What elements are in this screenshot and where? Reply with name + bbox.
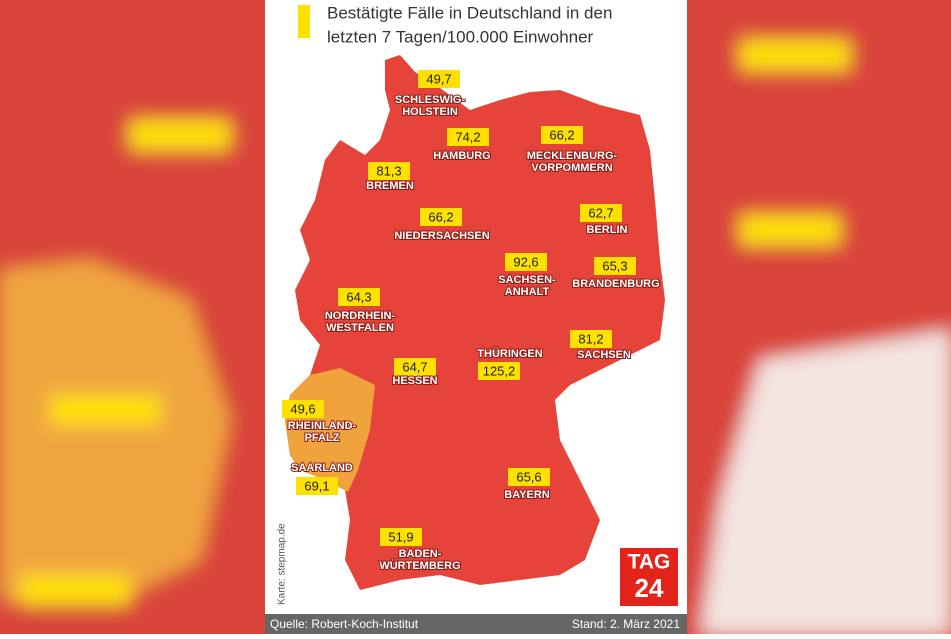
state-labels: 49,7 SCHLESWIG-HOLSTEIN 74,2 HAMBURG 66,2 MEC… — [282, 70, 661, 573]
state-name: HOLSTEIN — [402, 106, 458, 118]
title-line: Bestätigte Fälle in Deutschland in den — [327, 3, 612, 22]
state-value: 65,3 — [602, 258, 627, 273]
footer-date: Stand: 2. März 2021 — [572, 617, 680, 631]
value-box — [505, 253, 547, 271]
state-value: 66,2 — [428, 209, 453, 224]
state-value: 125,2 — [483, 363, 516, 378]
value-box — [418, 70, 460, 88]
state-value: 64,7 — [402, 359, 427, 374]
value-box — [420, 208, 462, 226]
state-name: SCHLESWIG- — [395, 94, 466, 106]
state-name: PFALZ — [305, 432, 340, 444]
state-value: 74,2 — [455, 129, 480, 144]
state-value: 51,9 — [388, 529, 413, 544]
title-marker — [298, 5, 310, 38]
state-name: HESSEN — [392, 375, 437, 387]
title-line: letzten 7 Tagen/100.000 Einwohner — [327, 27, 594, 46]
value-box — [380, 528, 422, 546]
footer-source: Quelle: Robert-Koch-Institut — [270, 617, 419, 631]
state-name: MECKLENBURG- — [527, 150, 618, 162]
state-name: SAARLAND — [291, 462, 353, 474]
value-box — [296, 477, 338, 495]
state-name: RHEINLAND- — [288, 420, 357, 432]
value-box — [368, 162, 410, 180]
state-name: VORPOMMERN — [531, 162, 612, 174]
value-box — [338, 288, 380, 306]
value-box — [394, 358, 436, 376]
germany-map — [285, 55, 665, 590]
value-box — [508, 468, 550, 486]
state-name: ANHALT — [505, 286, 550, 298]
state-name: BREMEN — [366, 180, 414, 192]
state-name: BAYERN — [504, 489, 549, 501]
state-name: NIEDERSACHSEN — [394, 230, 489, 242]
state-name: WÜRTEMBERG — [379, 559, 460, 572]
value-box — [478, 362, 520, 380]
value-box — [580, 204, 622, 222]
state-value: 62,7 — [588, 205, 613, 220]
state-name: BRANDENBURG — [572, 278, 659, 290]
state-name: NORDRHEIN- — [325, 310, 396, 322]
state-value: 81,3 — [376, 163, 401, 178]
state-value: 81,2 — [578, 331, 603, 346]
state-name: SACHSEN- — [498, 274, 556, 286]
value-box — [594, 257, 636, 275]
map-credit: Karte: stepmap.de — [277, 523, 288, 605]
state-name: THÜRINGEN — [477, 347, 542, 360]
state-name: SACHSEN — [577, 349, 631, 361]
state-value: 64,3 — [346, 289, 371, 304]
state-name: BADEN- — [399, 548, 442, 560]
value-box — [447, 128, 489, 146]
state-value: 65,6 — [516, 469, 541, 484]
logo — [620, 548, 678, 606]
logo-text: TAG — [628, 551, 671, 574]
state-name: HAMBURG — [433, 150, 490, 162]
footer-bar — [265, 614, 687, 634]
state-value: 49,6 — [290, 401, 315, 416]
state-value: 49,7 — [426, 71, 451, 86]
state-value: 66,2 — [549, 127, 574, 142]
value-box — [282, 400, 324, 418]
state-name: WESTFALEN — [326, 322, 394, 334]
value-box — [570, 330, 612, 348]
state-value: 92,6 — [513, 254, 538, 269]
state-value: 69,1 — [304, 478, 329, 493]
state-name: BERLIN — [587, 224, 628, 236]
rheinland-pfalz-region — [285, 368, 375, 492]
value-box — [541, 126, 583, 144]
logo-text: 24 — [635, 573, 664, 603]
